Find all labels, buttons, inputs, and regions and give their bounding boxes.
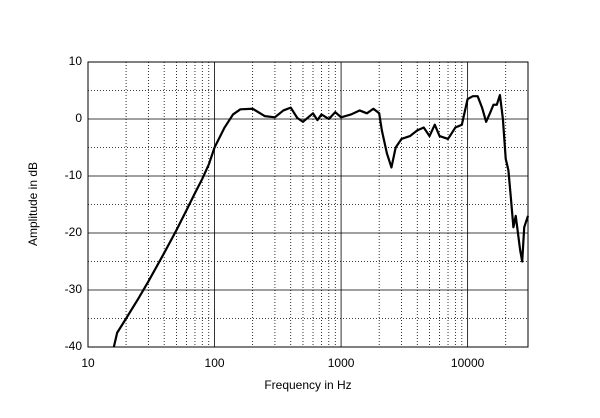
y-tick-label: -40 bbox=[65, 339, 83, 353]
y-tick-label: 0 bbox=[75, 111, 82, 125]
y-tick-label: -30 bbox=[65, 282, 83, 296]
y-tick-label: -20 bbox=[65, 225, 83, 239]
y-tick-label: -10 bbox=[65, 168, 83, 182]
y-axis-label: Amplitude in dB bbox=[26, 162, 40, 246]
response-line bbox=[112, 93, 530, 348]
x-tick-label: 10000 bbox=[451, 356, 485, 370]
x-tick-label: 1000 bbox=[328, 356, 355, 370]
x-tick-label: 100 bbox=[205, 356, 225, 370]
y-tick-label: 10 bbox=[69, 54, 83, 68]
plot-frame bbox=[87, 61, 529, 348]
x-axis-label: Frequency in Hz bbox=[264, 378, 351, 392]
x-tick-label: 10 bbox=[81, 356, 95, 370]
